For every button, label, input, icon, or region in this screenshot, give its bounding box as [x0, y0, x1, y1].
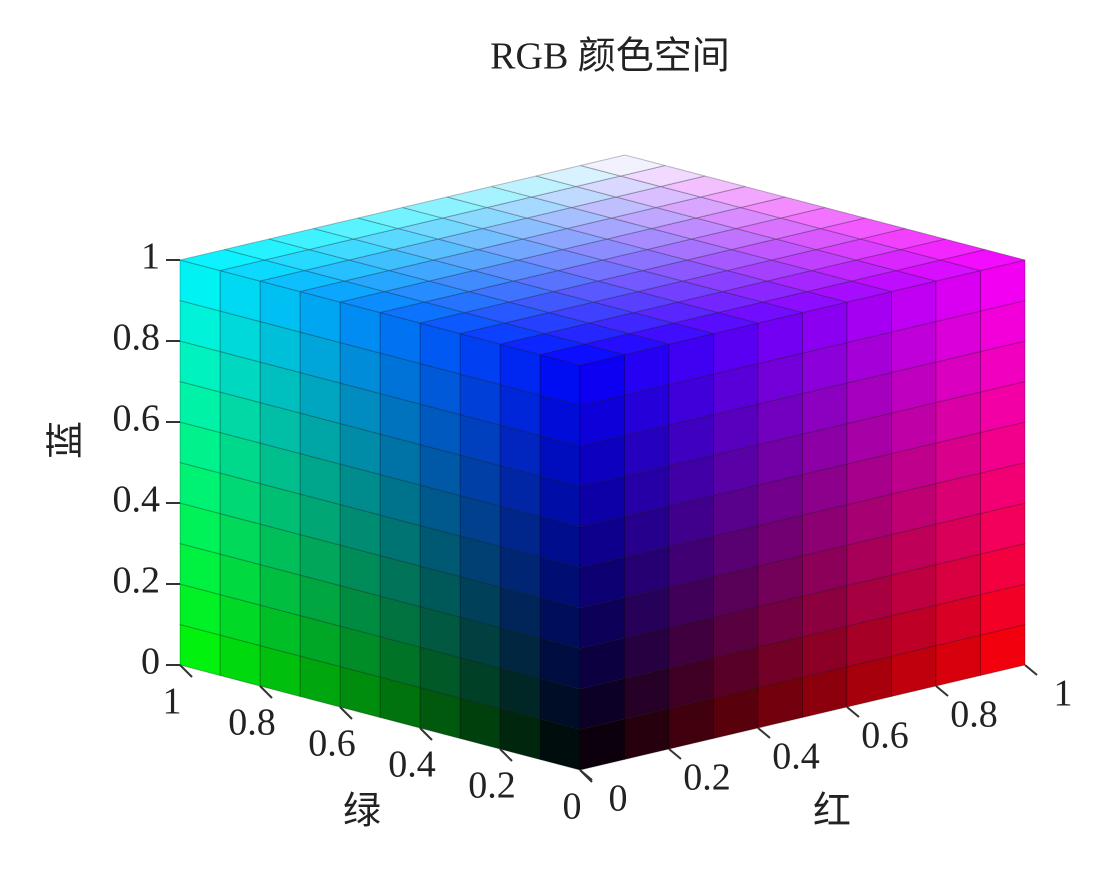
- tick-mark: [846, 706, 860, 718]
- x-tick-label: 1: [163, 681, 182, 723]
- x-tick-label: 0.4: [388, 744, 436, 786]
- cube: [179, 154, 1026, 771]
- tick-mark: [339, 706, 353, 720]
- tick-mark: [499, 748, 513, 762]
- y-tick-label: 1: [1054, 673, 1073, 715]
- axis-label: 绿: [343, 791, 381, 833]
- cube-cell: [580, 154, 666, 177]
- x-tick-label: 0.2: [468, 765, 516, 807]
- z-tick-label: 0.2: [113, 560, 161, 602]
- x-tick-label: 0: [563, 786, 582, 828]
- x-tick-label: 0.6: [308, 723, 356, 765]
- y-tick-label: 0.8: [950, 694, 998, 736]
- y-tick-label: 0: [609, 778, 628, 820]
- z-tick-label: 0.6: [113, 398, 161, 440]
- z-tick-label: 0: [141, 641, 160, 683]
- z-tick-label: 0.8: [113, 317, 161, 359]
- y-tick-label: 0.6: [861, 715, 909, 757]
- y-tick-label: 0.4: [772, 736, 820, 778]
- tick-mark: [935, 685, 949, 697]
- tick-mark: [419, 727, 433, 741]
- tick-mark: [179, 664, 193, 678]
- z-tick-label: 0.4: [113, 479, 161, 521]
- tick-mark: [259, 685, 273, 699]
- axis-label: 红: [813, 791, 851, 833]
- y-tick-label: 0.2: [683, 757, 731, 799]
- tick-mark: [1024, 664, 1038, 676]
- z-tick-label: 1: [141, 236, 160, 278]
- tick-mark: [579, 769, 593, 781]
- tick-mark: [668, 748, 682, 760]
- tick-mark: [757, 727, 771, 739]
- axis-label: 蓝: [46, 421, 88, 459]
- x-tick-label: 0.8: [228, 702, 276, 744]
- chart-title: RGB 颜色空间: [490, 36, 730, 78]
